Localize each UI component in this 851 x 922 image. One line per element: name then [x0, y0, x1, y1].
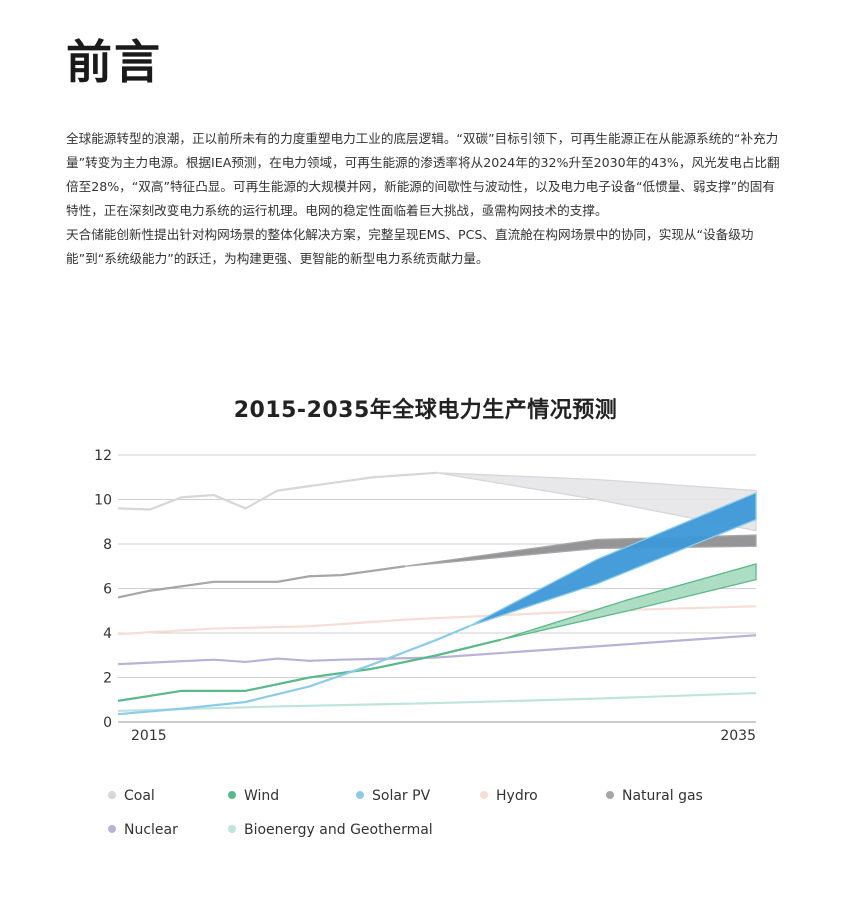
legend-item: Wind [228, 788, 279, 804]
legend-item: Nuclear [108, 822, 178, 838]
y-tick-label: 10 [94, 493, 112, 509]
x-tick-label: 2035 [720, 728, 756, 744]
x-tick-label: 2015 [131, 728, 167, 744]
legend-marker [356, 791, 364, 799]
solar-pv-series-line [117, 625, 470, 716]
wind-projection-band [500, 563, 757, 641]
legend-label: Wind [244, 788, 280, 804]
hydro-series-line [117, 605, 757, 636]
y-tick-label: 6 [103, 582, 112, 598]
y-tick-label: 4 [103, 626, 112, 642]
natural-gas-series-line [117, 565, 406, 599]
wind-series-line [117, 638, 502, 702]
intro-text: 全球能源转型的浪潮，正以前所未有的力度重塑电力工业的底层逻辑。“双碳”目标引领下… [66, 127, 786, 271]
legend-label: Coal [124, 788, 155, 804]
solar-pv-projection-band [468, 491, 757, 627]
y-tick-label: 12 [94, 448, 112, 464]
nuclear-series-line [117, 634, 757, 666]
y-tick-label: 0 [103, 715, 112, 731]
legend-marker [228, 791, 236, 799]
intro-paragraph: 天合储能创新性提出针对构网场景的整体化解决方案，完整呈现EMS、PCS、直流舱在… [66, 227, 754, 266]
legend-marker [108, 791, 116, 799]
legend-item: Solar PV [356, 788, 430, 804]
legend-item: Natural gas [606, 788, 703, 804]
coal-series-line [117, 471, 438, 511]
legend-label: Solar PV [372, 788, 431, 804]
legend-item: Bioenergy and Geothermal [228, 822, 433, 838]
legend-marker [108, 825, 116, 833]
intro-paragraph: 全球能源转型的浪潮，正以前所未有的力度重塑电力工业的底层逻辑。“双碳”目标引领下… [66, 131, 780, 218]
y-tick-label: 2 [103, 671, 112, 687]
legend-label: Nuclear [124, 822, 178, 838]
legend-item: Coal [108, 788, 155, 804]
legend-item: Hydro [480, 788, 538, 804]
legend-label: Natural gas [622, 788, 703, 804]
bioenergy-and-geothermal-series-line [117, 691, 757, 712]
legend-marker [480, 791, 488, 799]
chart-title: 2015-2035年全球电力生产情况预测 [233, 398, 618, 423]
legend-marker [606, 791, 614, 799]
y-tick-label: 8 [103, 537, 112, 553]
legend-label: Hydro [496, 788, 538, 804]
legend-label: Bioenergy and Geothermal [244, 822, 433, 838]
legend-marker [228, 825, 236, 833]
page-title: 前言 [66, 35, 162, 89]
